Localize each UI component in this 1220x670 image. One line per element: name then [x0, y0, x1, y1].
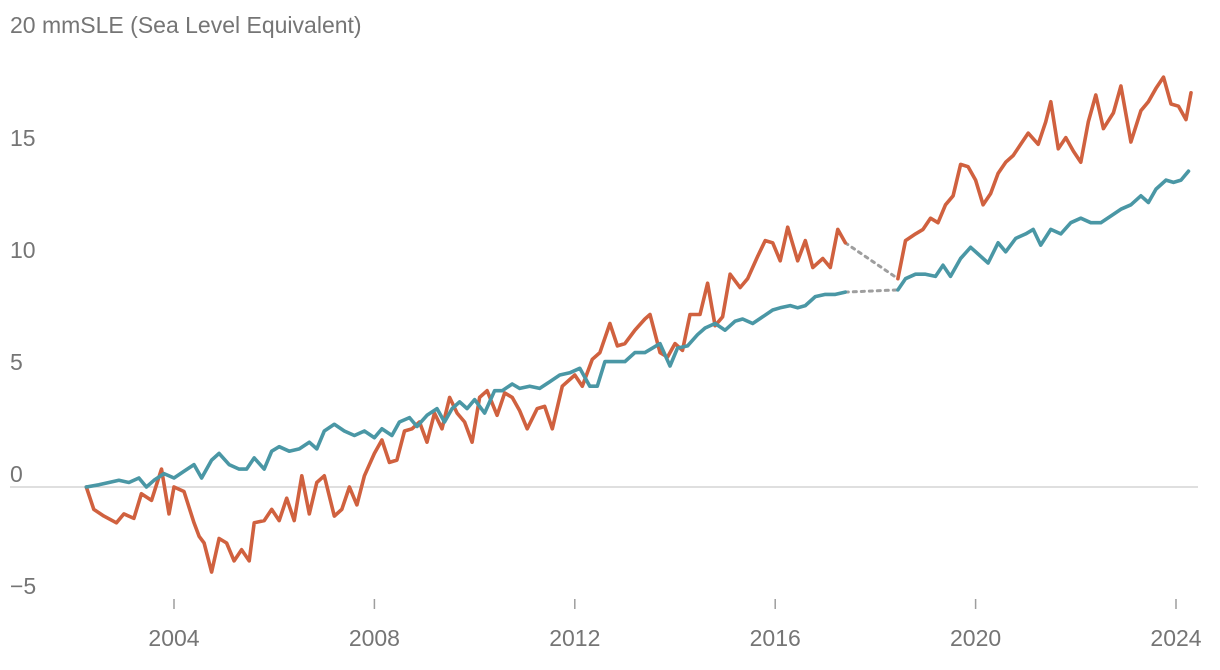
y-tick-label: 10 [10, 237, 36, 263]
gap-connectors [843, 241, 900, 294]
series-orange-2-line [896, 75, 1193, 281]
x-tick-label: 2016 [750, 625, 801, 651]
y-tick-label: 0 [10, 461, 23, 487]
series-teal-2-line [896, 169, 1191, 292]
y-tick-label: 15 [10, 125, 36, 151]
x-axis-ticks: 2004 2008 2012 2016 2020 2024 [148, 599, 1202, 651]
series-layer [84, 75, 1193, 574]
y-tick-label: 5 [10, 349, 23, 375]
x-tick-label: 2012 [549, 625, 600, 651]
series-teal-gap-connector [843, 288, 900, 294]
x-tick-label: 2008 [349, 625, 400, 651]
series-orange-gap-connector [843, 241, 900, 281]
series-orange-line [84, 225, 848, 574]
x-tick-label: 2024 [1150, 625, 1201, 651]
y-axis-title: 20 mmSLE (Sea Level Equivalent) [10, 12, 362, 38]
x-tick-label: 2020 [950, 625, 1001, 651]
y-tick-label: −5 [10, 573, 36, 599]
x-tick-label: 2004 [148, 625, 199, 651]
y-axis-ticks: 15 10 5 0 −5 [10, 125, 36, 599]
series-teal-line [84, 290, 848, 489]
